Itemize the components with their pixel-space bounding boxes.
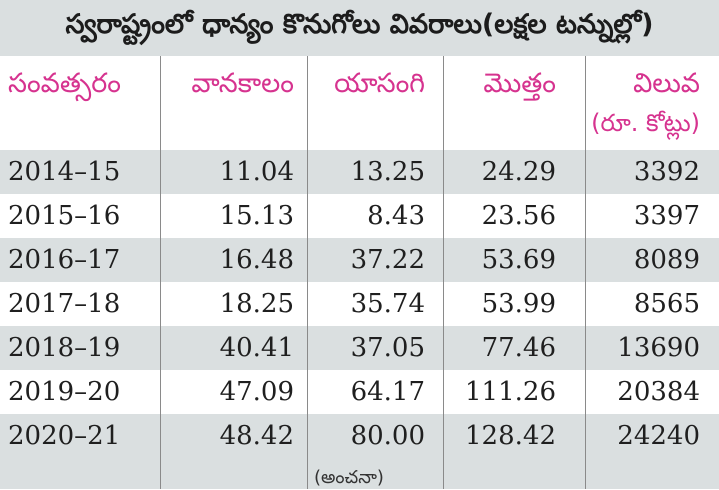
cell-total: 53.99 — [481, 289, 556, 319]
header-value-label: విలువ — [633, 68, 700, 99]
cell-vanakalam: 18.25 — [219, 289, 294, 319]
table-title: స్వరాష్ట్రంలో ధాన్యం కొనుగోలు వివరాలు(లక… — [0, 0, 719, 56]
cell-value: 20384 — [617, 377, 700, 407]
cell-year: 2020–21 — [8, 421, 121, 451]
cell-vanakalam: 47.09 — [219, 377, 294, 407]
cell-vanakalam: 11.04 — [219, 157, 294, 187]
cell-vanakalam: 15.13 — [219, 201, 294, 231]
header-vanakalam: వానకాలం — [191, 68, 294, 99]
cell-total: 23.56 — [481, 201, 556, 231]
table-row: 2014–15 11.04 13.25 24.29 3392 — [0, 150, 719, 194]
table-row: 2015–16 15.13 8.43 23.56 3397 — [0, 194, 719, 238]
header-total: మొత్తం — [483, 68, 556, 99]
header-yasangi: యాసంగి — [334, 68, 425, 99]
cell-year: 2017–18 — [8, 289, 121, 319]
cell-total: 111.26 — [465, 377, 556, 407]
cell-value: 8089 — [633, 245, 700, 275]
cell-vanakalam: 48.42 — [219, 421, 294, 451]
cell-yasangi: 8.43 — [367, 201, 425, 231]
cell-year: 2018–19 — [8, 333, 121, 363]
table-row: 2016–17 16.48 37.22 53.69 8089 — [0, 238, 719, 282]
cell-yasangi: 64.17 — [350, 377, 425, 407]
header-row: సంవత్సరం వానకాలం యాసంగి మొత్తం విలువ (రూ… — [0, 56, 719, 150]
table-row: 2017–18 18.25 35.74 53.99 8565 — [0, 282, 719, 326]
cell-total: 77.46 — [481, 333, 556, 363]
cell-value: 24240 — [617, 421, 700, 451]
header-value: విలువ (రూ. కోట్లు) — [575, 64, 700, 158]
cell-value: 8565 — [633, 289, 700, 319]
cell-value: 3397 — [633, 201, 700, 231]
cell-yasangi: 13.25 — [350, 157, 425, 187]
cell-year: 2016–17 — [8, 245, 121, 275]
cell-yasangi: 80.00 — [350, 421, 425, 451]
header-year: సంవత్సరం — [8, 68, 121, 99]
cell-year: 2019–20 — [8, 377, 121, 407]
cell-total: 53.69 — [481, 245, 556, 275]
table-row: 2019–20 47.09 64.17 111.26 20384 — [0, 370, 719, 414]
cell-yasangi: 37.05 — [350, 333, 425, 363]
column-divider — [307, 56, 308, 489]
cell-yasangi: 37.22 — [350, 245, 425, 275]
column-divider — [160, 56, 161, 489]
cell-year: 2015–16 — [8, 201, 121, 231]
cell-yasangi: 35.74 — [350, 289, 425, 319]
table-row: 2018–19 40.41 37.05 77.46 13690 — [0, 326, 719, 370]
cell-total: 128.42 — [465, 421, 556, 451]
header-value-unit: (రూ. కోట్లు) — [591, 109, 700, 137]
column-divider — [443, 56, 444, 489]
table-row: 2020–21 48.42 80.00 128.42 24240 — [0, 414, 719, 489]
cell-vanakalam: 16.48 — [219, 245, 294, 275]
estimate-note: (అంచనా) — [314, 467, 384, 488]
cell-value: 3392 — [633, 157, 700, 187]
cell-vanakalam: 40.41 — [219, 333, 294, 363]
column-divider — [585, 56, 586, 489]
cell-value: 13690 — [617, 333, 700, 363]
cell-total: 24.29 — [481, 157, 556, 187]
cell-year: 2014–15 — [8, 157, 121, 187]
